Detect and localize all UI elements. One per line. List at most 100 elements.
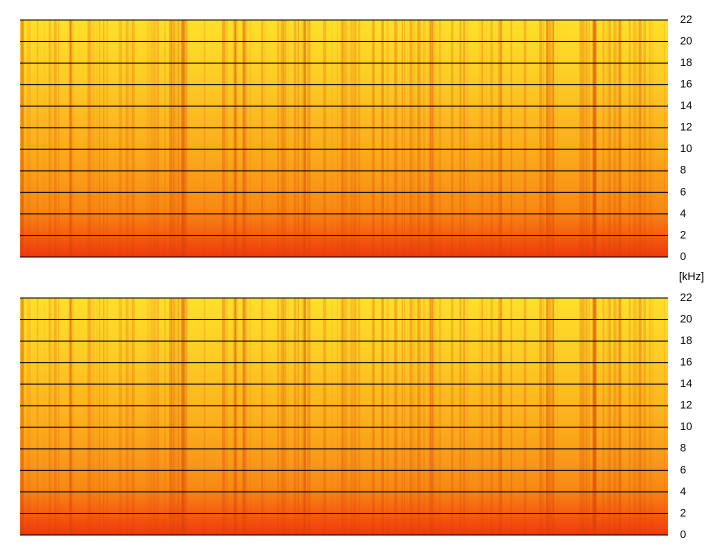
texture-stripe [409, 20, 413, 257]
texture-stripe [125, 298, 129, 535]
texture-stripe [638, 298, 642, 535]
texture-stripe [510, 20, 513, 257]
texture-stripe [546, 298, 549, 535]
texture-stripe [634, 298, 639, 535]
texture-stripe [27, 298, 31, 535]
texture-stripe [174, 20, 178, 257]
texture-stripe [427, 298, 431, 535]
texture-stripe [432, 298, 436, 535]
texture-stripe [386, 20, 389, 257]
texture-stripe [151, 298, 155, 535]
texture-stripe [489, 20, 492, 257]
texture-stripe [43, 20, 45, 257]
y-tick-label: 20 [680, 35, 692, 47]
y-tick-label: 10 [680, 421, 692, 433]
texture-stripe [309, 298, 311, 535]
texture-stripe [663, 298, 665, 535]
texture-stripe [245, 20, 248, 257]
texture-stripe [297, 298, 300, 535]
texture-stripe [95, 298, 99, 535]
texture-stripe [235, 298, 238, 535]
y-tick-label: 18 [680, 335, 692, 347]
y-tick-label: 14 [680, 100, 692, 112]
texture-stripe [234, 20, 236, 257]
texture-stripe [180, 20, 184, 257]
texture-stripe [633, 298, 637, 535]
texture-stripe [280, 20, 284, 257]
texture-stripe [404, 298, 406, 535]
texture-stripe [106, 20, 108, 257]
texture-stripe [323, 298, 327, 535]
texture-stripe [616, 298, 618, 535]
texture-stripe [164, 20, 166, 257]
texture-stripe [169, 20, 173, 257]
texture-stripe [586, 298, 588, 535]
y-tick-label: 18 [680, 57, 692, 69]
texture-stripe [226, 298, 228, 535]
texture-stripe [344, 20, 348, 257]
texture-stripe [43, 298, 45, 535]
texture-stripe [301, 298, 303, 535]
texture-stripe [541, 20, 543, 257]
texture-stripe [277, 20, 279, 257]
texture-stripe [618, 298, 621, 535]
texture-stripe [242, 20, 246, 257]
texture-stripe [262, 298, 266, 535]
texture-stripe [594, 298, 597, 535]
texture-stripe [293, 20, 297, 257]
texture-stripe [510, 298, 513, 535]
texture-stripe [404, 20, 406, 257]
texture-stripe [90, 20, 91, 257]
texture-stripe [287, 298, 289, 535]
texture-stripe [26, 298, 29, 535]
texture-stripe [632, 298, 635, 535]
texture-stripe [99, 20, 101, 257]
texture-stripe [643, 298, 647, 535]
y-tick-label: 10 [680, 143, 692, 155]
texture-stripe [606, 298, 608, 535]
texture-stripe [540, 298, 542, 535]
texture-stripe [337, 298, 338, 535]
texture-stripe [603, 20, 605, 257]
texture-stripe [438, 298, 442, 535]
texture-stripe [434, 298, 436, 535]
texture-stripe [579, 20, 582, 257]
texture-stripe [618, 20, 621, 257]
texture-stripe [641, 20, 642, 257]
texture-stripe [432, 20, 436, 257]
texture-stripe [171, 20, 175, 257]
texture-stripe [349, 298, 352, 535]
texture-stripe [307, 298, 311, 535]
texture-stripe [337, 20, 338, 257]
texture-stripe [57, 20, 60, 257]
spectrogram-panel [20, 20, 668, 257]
texture-stripe [417, 20, 421, 257]
texture-stripe [171, 298, 175, 535]
texture-stripe [99, 20, 100, 257]
texture-stripe [249, 20, 252, 257]
texture-stripe [223, 20, 225, 257]
texture-stripe [177, 20, 180, 257]
texture-stripe [481, 20, 483, 257]
texture-stripe [551, 20, 555, 257]
texture-stripe [277, 298, 279, 535]
texture-stripe [401, 20, 403, 257]
texture-stripe [148, 20, 150, 257]
texture-stripe [342, 20, 345, 257]
texture-stripe [181, 298, 185, 535]
texture-stripe [465, 298, 469, 535]
texture-stripe [557, 298, 558, 535]
texture-stripe [382, 20, 384, 257]
texture-stripe [358, 298, 361, 535]
texture-stripe [353, 20, 355, 257]
texture-stripe [371, 298, 375, 535]
texture-stripe [381, 20, 384, 257]
texture-stripe [434, 20, 436, 257]
texture-stripe [146, 298, 148, 535]
texture-stripe [609, 20, 610, 257]
texture-stripe [48, 298, 50, 535]
y-tick-label: 16 [680, 357, 692, 369]
texture-stripe [350, 20, 354, 257]
texture-stripe [261, 20, 263, 257]
